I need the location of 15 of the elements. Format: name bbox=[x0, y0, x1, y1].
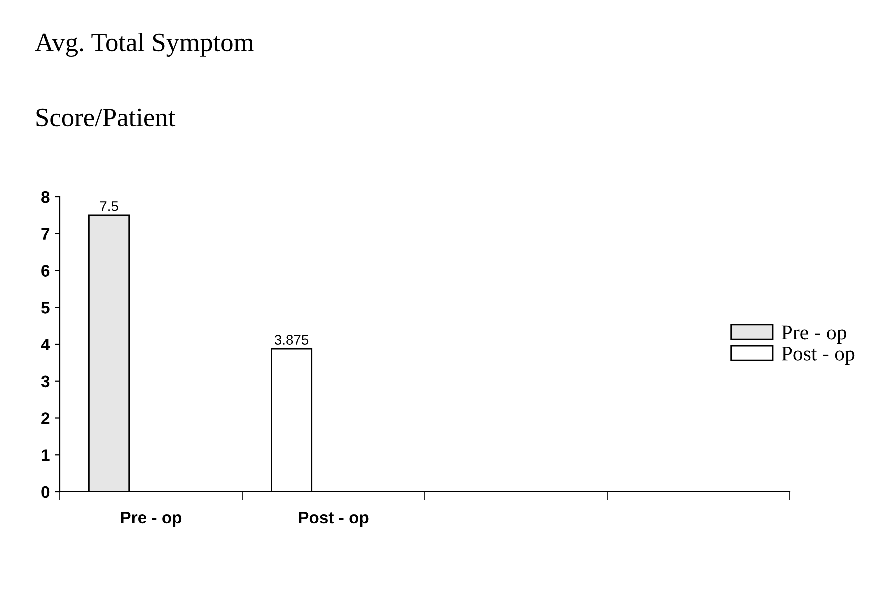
y-tick-label: 5 bbox=[42, 302, 50, 314]
data-label: 7.5 bbox=[100, 202, 118, 212]
y-tick-label: 4 bbox=[41, 339, 50, 351]
y-tick-label: 1 bbox=[42, 450, 50, 462]
y-tick-label: 6 bbox=[42, 265, 50, 277]
y-tick-label: 0 bbox=[42, 486, 50, 498]
y-tick-label: 3 bbox=[41, 376, 50, 388]
y-tick-label: 8 bbox=[42, 191, 50, 204]
chart-title: Avg. Total Symptom bbox=[35, 32, 254, 58]
legend-label: Post - op bbox=[782, 346, 855, 366]
legend-label: Pre - op bbox=[782, 326, 846, 344]
data-label: 3.875 bbox=[274, 335, 309, 345]
y-tick-label: 7 bbox=[42, 228, 50, 240]
chart-subtitle: Score/Patient bbox=[36, 108, 176, 127]
y-tick-label: 2 bbox=[42, 412, 50, 424]
